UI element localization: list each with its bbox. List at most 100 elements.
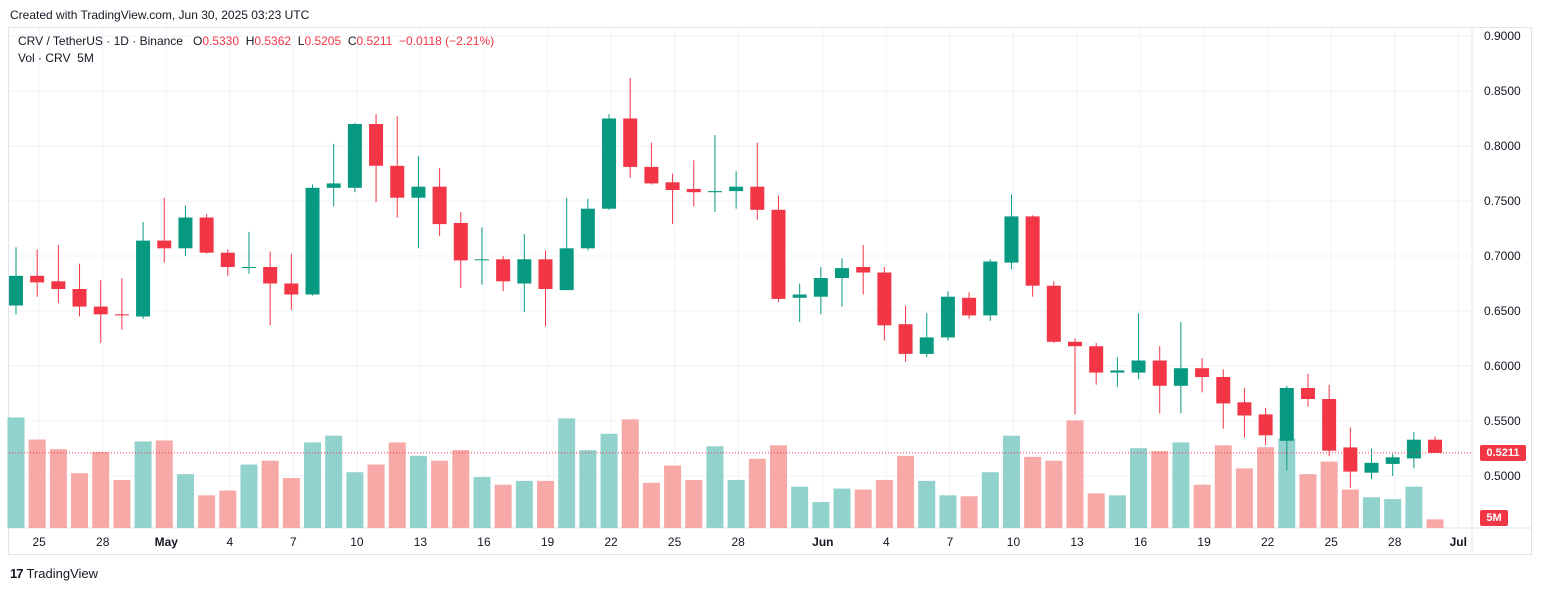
legend-close-label: C bbox=[347, 34, 357, 48]
candle-body bbox=[305, 187, 320, 295]
candle-body bbox=[877, 272, 892, 326]
legend-open-label: O bbox=[192, 34, 203, 48]
tradingview-logo-icon: 17 bbox=[10, 566, 24, 581]
volume-bar bbox=[1384, 499, 1402, 528]
volume-bar bbox=[367, 464, 385, 528]
volume-bars bbox=[7, 417, 1444, 528]
x-tick-label: 28 bbox=[731, 535, 745, 549]
volume-bar bbox=[431, 460, 449, 528]
candle-body bbox=[1343, 447, 1358, 472]
volume-bar bbox=[960, 496, 978, 528]
tradingview-logo[interactable]: 17 TradingView bbox=[10, 566, 98, 581]
candle-body bbox=[369, 124, 384, 166]
volume-bar bbox=[939, 495, 957, 528]
volume-bar bbox=[791, 486, 809, 528]
y-tick-label: 0.6000 bbox=[1484, 359, 1521, 373]
x-tick-label: May bbox=[155, 535, 179, 549]
legend-change: −0.0118 (−2.21%) bbox=[398, 34, 495, 48]
candle-body bbox=[1131, 360, 1146, 373]
candle-body bbox=[1046, 285, 1061, 342]
candle-body bbox=[623, 118, 638, 167]
volume-bar bbox=[219, 490, 237, 528]
candle-body bbox=[9, 275, 23, 306]
volume-bar bbox=[261, 460, 279, 528]
volume-bar bbox=[918, 480, 936, 528]
candle-body bbox=[1195, 368, 1210, 377]
candle-body bbox=[729, 186, 744, 192]
x-tick-label: 16 bbox=[1134, 535, 1148, 549]
volume-bar bbox=[1278, 438, 1296, 528]
x-tick-label: 25 bbox=[1324, 535, 1338, 549]
candle-body bbox=[284, 283, 299, 295]
candle-body bbox=[1152, 360, 1167, 386]
candle-body bbox=[792, 294, 807, 298]
candle-body bbox=[580, 208, 595, 249]
x-tick-label: 10 bbox=[350, 535, 364, 549]
volume-bar bbox=[854, 489, 872, 528]
candle-body bbox=[326, 183, 341, 188]
volume-bar bbox=[600, 433, 618, 528]
candle-body bbox=[263, 267, 278, 284]
candle-body bbox=[347, 124, 362, 188]
candle-body bbox=[72, 289, 87, 307]
x-tick-label: 28 bbox=[96, 535, 110, 549]
candle-body bbox=[644, 166, 659, 184]
chart-frame bbox=[8, 27, 1532, 555]
x-tick-label: 4 bbox=[883, 535, 890, 549]
candle-body bbox=[157, 240, 172, 249]
y-tick-label: 0.8000 bbox=[1484, 139, 1521, 153]
candle-body bbox=[1258, 414, 1273, 436]
candle-body bbox=[1300, 388, 1315, 399]
volume-bar bbox=[71, 473, 89, 528]
volume-bar bbox=[1066, 420, 1084, 528]
volume-bar bbox=[388, 442, 406, 528]
volume-bar bbox=[113, 479, 131, 528]
volume-bar bbox=[515, 480, 533, 528]
volume-bar bbox=[28, 439, 46, 528]
tradingview-logo-text: TradingView bbox=[26, 566, 99, 581]
volume-bar bbox=[685, 479, 703, 528]
volume-bar bbox=[1172, 442, 1190, 528]
candle-body bbox=[136, 240, 151, 317]
y-tick-label: 0.5000 bbox=[1484, 469, 1521, 483]
candle-body bbox=[983, 261, 998, 316]
volume-bar bbox=[1002, 435, 1020, 528]
volume-bar bbox=[198, 495, 216, 528]
volume-bar bbox=[346, 472, 364, 528]
volume-bar bbox=[49, 449, 67, 528]
volume-bar bbox=[748, 458, 766, 528]
legend-low: 0.5205 bbox=[304, 34, 342, 48]
volume-bar bbox=[1299, 474, 1317, 528]
candle-body bbox=[559, 248, 574, 291]
x-tick-label: 28 bbox=[1388, 535, 1402, 549]
volume-bar bbox=[1045, 460, 1063, 528]
volume-bar bbox=[473, 477, 491, 528]
candle-body bbox=[771, 209, 786, 299]
candle-body bbox=[411, 186, 426, 198]
volume-bar bbox=[875, 479, 893, 528]
x-tick-label: 22 bbox=[1261, 535, 1275, 549]
candle-body bbox=[1279, 388, 1294, 441]
volume-bar bbox=[981, 472, 999, 528]
volume-bar bbox=[325, 435, 343, 528]
x-tick-label: 4 bbox=[226, 535, 233, 549]
candle-body bbox=[1322, 399, 1337, 451]
x-tick-label: 13 bbox=[1070, 535, 1084, 549]
y-tick-label: 0.9000 bbox=[1484, 29, 1521, 43]
legend-high-label: H bbox=[245, 34, 255, 48]
candle-body bbox=[940, 296, 955, 338]
candle-body bbox=[474, 259, 489, 261]
candle-body bbox=[496, 259, 511, 282]
volume-bar bbox=[304, 442, 322, 528]
candle-body bbox=[686, 188, 701, 193]
volume-bar bbox=[664, 465, 682, 528]
volume-bar bbox=[155, 440, 173, 528]
volume-bar bbox=[176, 474, 194, 528]
candle-body bbox=[114, 314, 129, 316]
candle-body bbox=[835, 268, 850, 278]
volume-bar bbox=[1024, 456, 1042, 528]
volume-bar bbox=[812, 502, 830, 528]
legend-close: 0.5211 bbox=[356, 34, 393, 48]
candle-body bbox=[813, 278, 828, 297]
